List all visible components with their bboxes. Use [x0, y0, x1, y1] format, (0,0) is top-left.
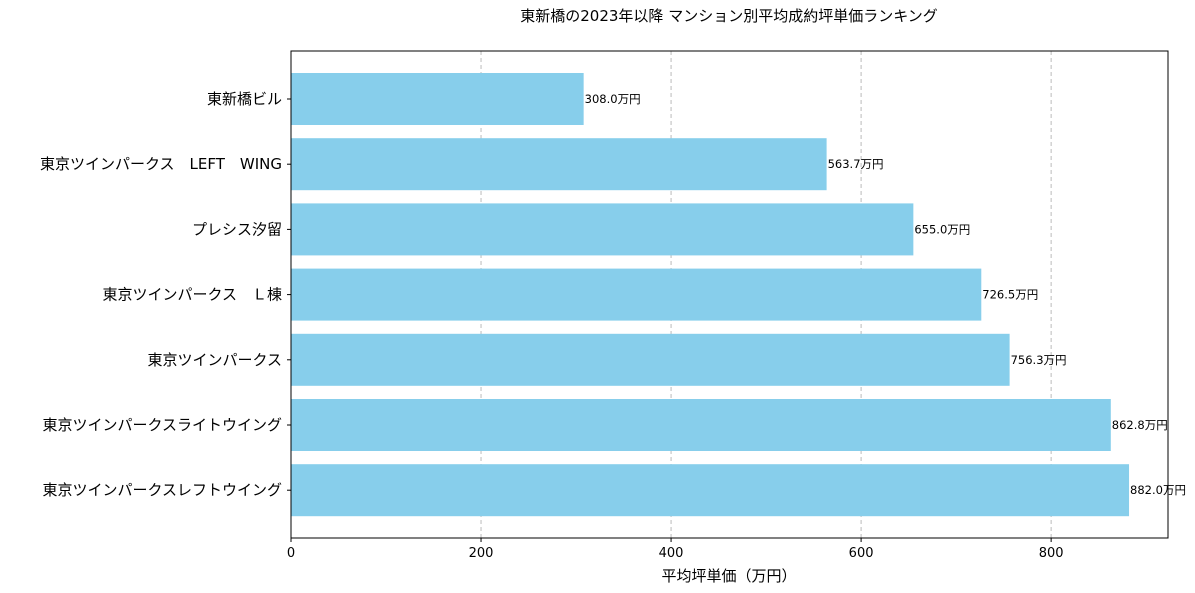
- x-axis-label: 平均坪単価（万円）: [661, 567, 796, 585]
- y-tick-label: 東京ツインパークスライトウイング: [42, 416, 282, 434]
- bar: [291, 203, 914, 256]
- data-label: 655.0万円: [914, 222, 970, 236]
- chart-title: 東新橋の2023年以降 マンション別平均成約坪単価ランキング: [520, 7, 938, 25]
- bar: [291, 73, 584, 125]
- x-tick-label: 800: [1039, 546, 1064, 561]
- data-label: 563.7万円: [828, 157, 884, 171]
- y-tick-label: 東京ツインパークス Ｌ棟: [102, 286, 282, 304]
- x-tick-label: 0: [287, 546, 295, 561]
- bar: [291, 464, 1130, 517]
- data-label: 726.5万円: [982, 288, 1038, 302]
- y-tick-label: 東京ツインパークス LEFT WING: [40, 155, 282, 173]
- x-tick-label: 600: [849, 546, 874, 561]
- bar: [291, 333, 1010, 386]
- data-label: 882.0万円: [1130, 483, 1186, 497]
- y-tick-label: 東京ツインパークスレフトウイング: [42, 481, 282, 499]
- data-label: 308.0万円: [585, 92, 641, 106]
- y-tick-label: 東新橋ビル: [207, 90, 282, 108]
- x-axis: 0 200 400 600 800: [287, 538, 1064, 561]
- y-tick-label: 東京ツインパークス: [147, 351, 282, 369]
- data-label: 756.3万円: [1011, 353, 1067, 367]
- bar: [291, 138, 827, 191]
- y-tick-label: プレシス汐留: [192, 220, 282, 238]
- bar: [291, 268, 982, 321]
- x-tick-label: 200: [469, 546, 494, 561]
- x-tick-label: 400: [659, 546, 684, 561]
- bar: [291, 399, 1111, 451]
- data-label: 862.8万円: [1112, 418, 1168, 432]
- bars: 308.0万円 563.7万円 655.0万円 726.5万円 756.3万円 862.8…: [291, 73, 1186, 517]
